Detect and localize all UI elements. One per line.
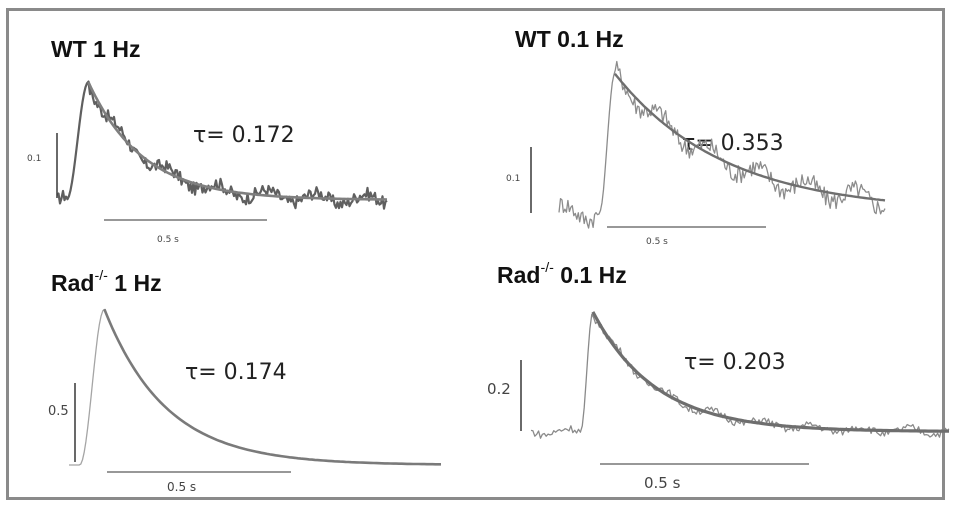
panel-title: Rad-/- 0.1 Hz (497, 260, 627, 288)
panel-wt-0-1hz: WT 0.1 Hz τ= 0.353 0.1 0.5 s (479, 11, 945, 256)
exponential-fit-line (591, 311, 949, 433)
y-scale-label: 0.1 (27, 154, 42, 164)
exponential-fit-line (103, 308, 441, 466)
plot-area (530, 60, 886, 229)
panel-wt-1hz: WT 1 Hz τ= 0.172 0.1 0.5 s (9, 11, 479, 256)
figure-frame: WT 1 Hz τ= 0.172 0.1 0.5 s WT 0.1 Hz τ= … (6, 8, 950, 501)
tau-label: τ= 0.203 (684, 350, 786, 375)
x-scale-label: 0.5 s (644, 474, 681, 492)
tau-label: τ= 0.172 (193, 123, 295, 148)
y-scale-label: 0.5 (48, 404, 69, 419)
x-scale-label: 0.5 s (167, 480, 197, 494)
panel-title: WT 1 Hz (51, 36, 141, 62)
plot-area (56, 80, 388, 221)
panel-title: WT 0.1 Hz (515, 26, 624, 52)
y-scale-label: 0.2 (487, 380, 511, 398)
y-scale-label: 0.1 (506, 174, 521, 184)
panel-rad-1hz: Rad-/- 1 Hz τ= 0.174 0.5 0.5 s (9, 256, 479, 501)
x-scale-label: 0.5 s (157, 235, 179, 245)
exponential-fit-line (87, 81, 388, 201)
panel-title: Rad-/- 1 Hz (51, 268, 162, 296)
trace-line (558, 60, 886, 229)
trace-line (69, 308, 441, 466)
x-scale-label: 0.5 s (646, 237, 668, 247)
tau-label: τ= 0.174 (185, 360, 287, 385)
exponential-fit-line (613, 72, 886, 202)
panel-rad-0-1hz: Rad-/- 0.1 Hz τ= 0.203 0.2 0.5 s (479, 256, 950, 501)
plot-area (520, 311, 950, 465)
plot-area (69, 308, 441, 473)
